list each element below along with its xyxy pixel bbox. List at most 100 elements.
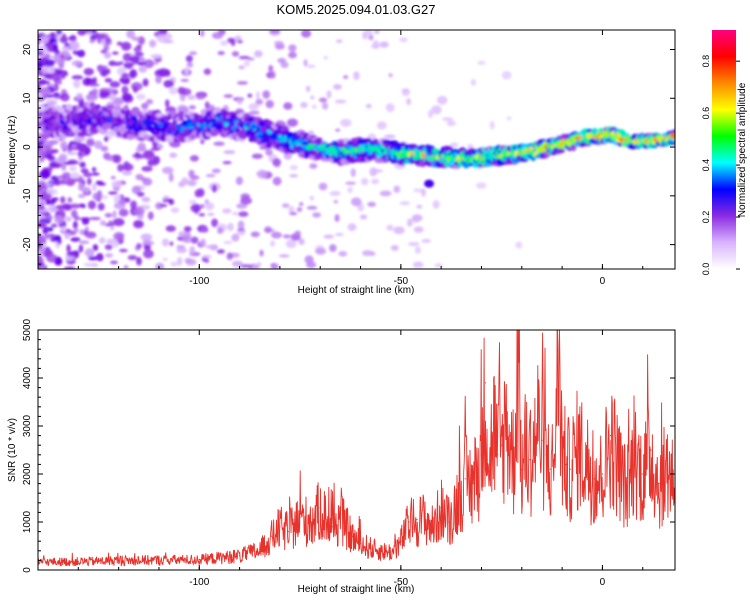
heatmap-noise-cell	[122, 163, 134, 172]
heatmap-noise-cell	[53, 179, 62, 186]
heatmap-noise-cell	[55, 204, 67, 210]
snr-point	[529, 459, 531, 461]
spectrogram-y-ticks: -20 -10 0 10 20	[22, 29, 675, 265]
heatmap-noise-cell	[45, 98, 58, 106]
heatmap-noise-cell	[143, 240, 155, 246]
heatmap-noise-cell	[118, 208, 129, 217]
heatmap-noise-cell	[71, 75, 83, 80]
snr-point	[525, 444, 527, 446]
heatmap-noise-cell	[223, 150, 236, 155]
heatmap-noise-cell	[384, 134, 396, 139]
colorbar-tick-label: 0.8	[701, 55, 711, 68]
heatmap-noise-cell	[301, 30, 312, 38]
heatmap-noise-cell	[86, 31, 93, 36]
heatmap-noise-cell	[169, 141, 181, 148]
heatmap-noise-cell	[303, 59, 308, 67]
heatmap-noise-cell	[353, 71, 360, 81]
heatmap-noise-cell	[136, 191, 145, 197]
heatmap-noise-cell	[88, 83, 100, 87]
heatmap-noise-cell	[300, 101, 308, 109]
heatmap-noise-cell	[74, 227, 79, 233]
heatmap-noise-cell	[220, 40, 229, 46]
heatmap-noise-cell	[254, 50, 263, 58]
snr-y-tick-label: 3000	[22, 414, 33, 437]
heatmap-noise-cell	[50, 148, 59, 154]
heatmap-noise-cell	[239, 264, 252, 268]
snr-point	[577, 444, 579, 446]
snr-point	[218, 556, 221, 559]
colorbar-tick-label: 0.2	[701, 211, 711, 224]
heatmap-noise-cell	[104, 212, 113, 218]
heatmap-noise-cell	[506, 116, 512, 121]
heatmap-noise-cell	[367, 133, 377, 140]
snr-y-tick-label: 4000	[22, 366, 33, 389]
heatmap-noise-cell	[289, 174, 299, 178]
heatmap-noise-cell	[143, 243, 151, 251]
snr-panel: -100 -50 0 0 1000 2000 3000 4000 5000 Height of…	[7, 318, 676, 595]
snr-x-tick-label: 0	[600, 577, 606, 588]
heatmap-noise-cell	[131, 185, 141, 195]
heatmap-noise-cell	[47, 166, 53, 172]
snr-point	[440, 507, 442, 509]
colorbar-tick-label: 0.6	[701, 107, 711, 120]
snr-point	[650, 449, 652, 451]
snr-point	[400, 540, 402, 542]
heatmap-noise-cell	[373, 30, 380, 34]
heatmap-noise-cell	[38, 199, 42, 204]
heatmap-noise-cell	[119, 61, 124, 65]
heatmap-noise-cell	[103, 152, 111, 160]
heatmap-noise-cell	[60, 140, 68, 150]
spectrogram-frame	[37, 29, 676, 270]
heatmap-noise-cell	[501, 71, 512, 80]
snr-series	[38, 330, 675, 567]
heatmap-noise-cell	[231, 233, 240, 242]
heatmap-noise-cell	[96, 253, 104, 262]
heatmap-noise-cell	[198, 213, 206, 217]
heatmap-noise-cell	[136, 93, 146, 100]
heatmap-noise-cell	[251, 264, 259, 269]
heatmap-noise-cell	[470, 79, 477, 86]
heatmap-noise-cell	[205, 173, 216, 178]
snr-point	[432, 526, 434, 528]
heatmap-noise-cell	[271, 70, 276, 79]
heatmap-noise-cell	[364, 30, 373, 37]
heatmap-noise-cell	[143, 152, 155, 160]
snr-y-tick-label: 0	[22, 567, 33, 573]
heatmap-noise-cell	[294, 230, 301, 236]
heatmap-noise-cell	[265, 99, 274, 109]
heatmap-ridge-cell	[179, 136, 187, 143]
heatmap-noise-cell	[105, 68, 111, 75]
heatmap-noise-cell	[365, 103, 372, 109]
heatmap-noise-cell	[91, 91, 98, 96]
heatmap-noise-cell	[238, 211, 249, 217]
heatmap-noise-cell	[201, 227, 209, 233]
heatmap-noise-cell	[86, 138, 95, 147]
heatmap-noise-cell	[360, 177, 369, 186]
heatmap-noise-cell	[150, 147, 161, 151]
heatmap-noise-cell	[38, 45, 47, 52]
snr-point	[553, 463, 555, 465]
heatmap-noise-cell	[39, 169, 51, 179]
colorbar-tick-label: 0.4	[701, 159, 711, 172]
heatmap-noise-cell	[49, 161, 59, 168]
heatmap-noise-cell	[133, 207, 145, 216]
heatmap-noise-cell	[347, 186, 353, 194]
heatmap-noise-cell	[89, 39, 95, 44]
heatmap-noise-cell	[259, 249, 264, 257]
heatmap-noise-cell	[92, 244, 99, 251]
heatmap-noise-cell	[53, 234, 62, 242]
heatmap-noise-cell	[329, 244, 337, 253]
heatmap-noise-cell	[350, 197, 362, 207]
heatmap-noise-cell	[136, 44, 143, 48]
heatmap-noise-cell	[147, 211, 154, 220]
snr-point	[593, 478, 595, 480]
snr-line	[38, 330, 675, 567]
heatmap-noise-cell	[65, 228, 71, 234]
heatmap-noise-cell	[105, 253, 114, 258]
heatmap-noise-cell	[414, 246, 421, 254]
heatmap-noise-cell	[185, 55, 193, 63]
heatmap-noise-cell	[393, 185, 401, 193]
heatmap-noise-cell	[334, 214, 340, 223]
heatmap-noise-cell	[205, 244, 216, 249]
heatmap-noise-cell	[207, 212, 215, 216]
